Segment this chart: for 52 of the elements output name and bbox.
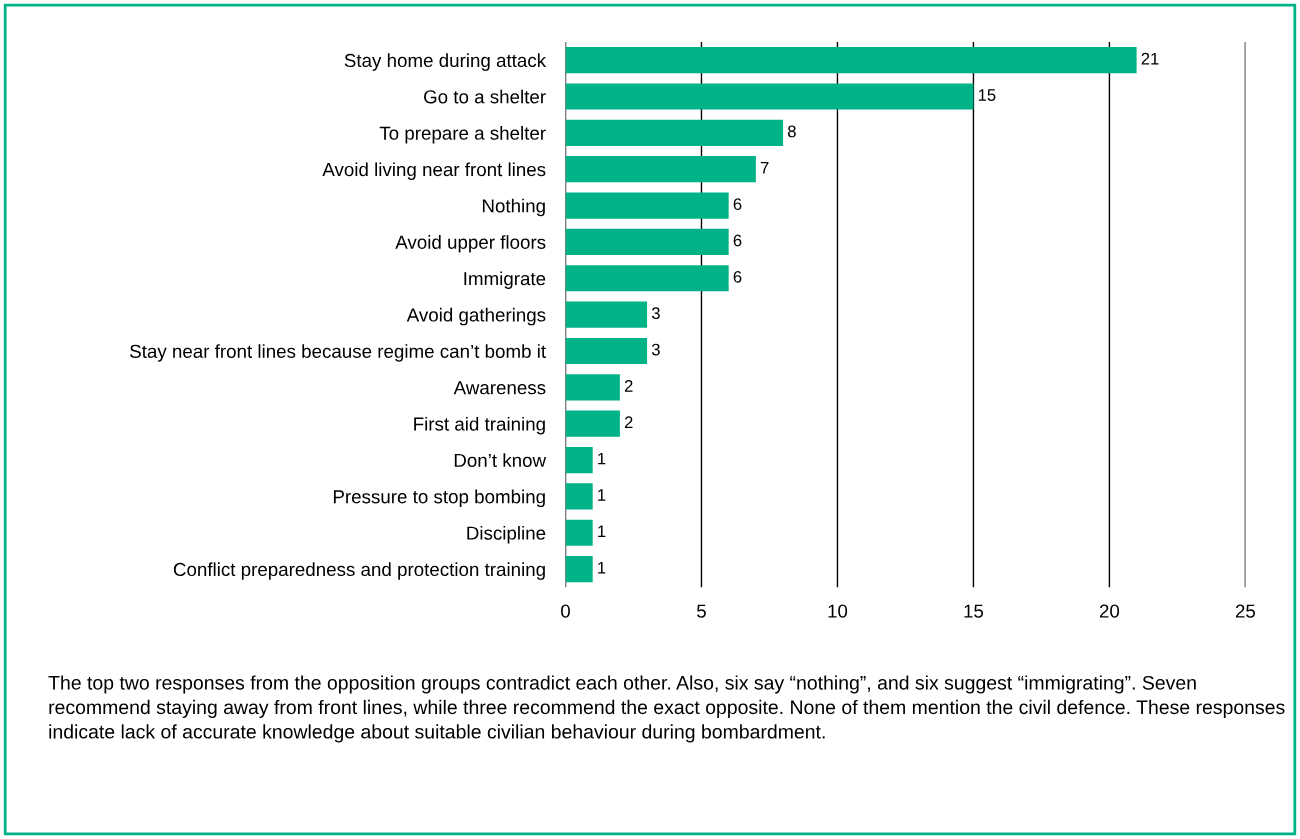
y-tick-label: Pressure to stop bombing [333,489,545,508]
bar [565,83,974,110]
bar [565,446,593,474]
y-tick-label: First aid training [414,416,545,435]
y-tick-label: To prepare a shelter [379,126,546,144]
x-tick-label: 25 [1235,604,1256,618]
y-tick-label: Nothing [482,198,545,217]
bar [565,119,784,146]
data-label: 21 [1141,52,1159,65]
y-tick-label: Conflict preparedness and protection training [173,562,545,580]
data-label: 7 [760,162,769,174]
y-tick-label: Stay near front lines because regime can’t bomb it [130,344,546,362]
bar [565,47,1137,74]
y-tick-label: Avoid gatherings [406,307,546,326]
x-tick-label: 10 [828,604,848,618]
bar [565,519,593,546]
y-tick-label: Awareness [453,381,546,395]
bar [565,228,729,255]
bar [565,483,593,510]
data-label: 15 [978,89,996,101]
bar [565,374,620,401]
bar [565,337,648,365]
bar [565,301,648,328]
data-label: 1 [598,452,606,465]
y-tick-label: Discipline [467,525,546,544]
data-label: 3 [651,343,660,356]
x-tick-label: 15 [964,604,984,618]
y-tick-label: Immigrate [464,271,546,289]
bar [565,410,620,437]
bar [565,265,729,292]
bar [565,556,593,583]
y-tick-label: Don’t know [454,453,547,468]
data-label: 2 [624,380,633,392]
bar [565,156,756,183]
data-label: 1 [598,561,606,574]
x-tick-label: 0 [561,604,570,618]
x-tick-label: 20 [1099,604,1120,618]
data-label: 8 [787,125,796,138]
x-tick-label: 5 [697,604,706,618]
y-tick-label: Avoid upper floors [395,235,546,253]
data-label: 6 [733,198,742,211]
y-tick-label: Go to a shelter [424,89,546,104]
y-tick-label: Avoid living near front lines [322,162,546,180]
y-tick-label: Stay home during attack [344,53,547,71]
text: The top two responses from the opposition groups contradict each other. Also, six say “nothing”, and six suggest “immigrating”. Seven recommend staying away from front lines, while three recommend the exact opposite. None of them mention the civil defence. These responses indicate lack of accurate knowledge about suitable civilian behaviour during bombardment. [48,675,1285,743]
bar [565,192,729,219]
data-label: 3 [651,307,660,320]
data-label: 2 [624,416,633,428]
data-label: 1 [598,489,606,501]
data-label: 6 [733,234,742,247]
data-label: 6 [733,270,742,283]
data-label: 1 [598,525,606,538]
